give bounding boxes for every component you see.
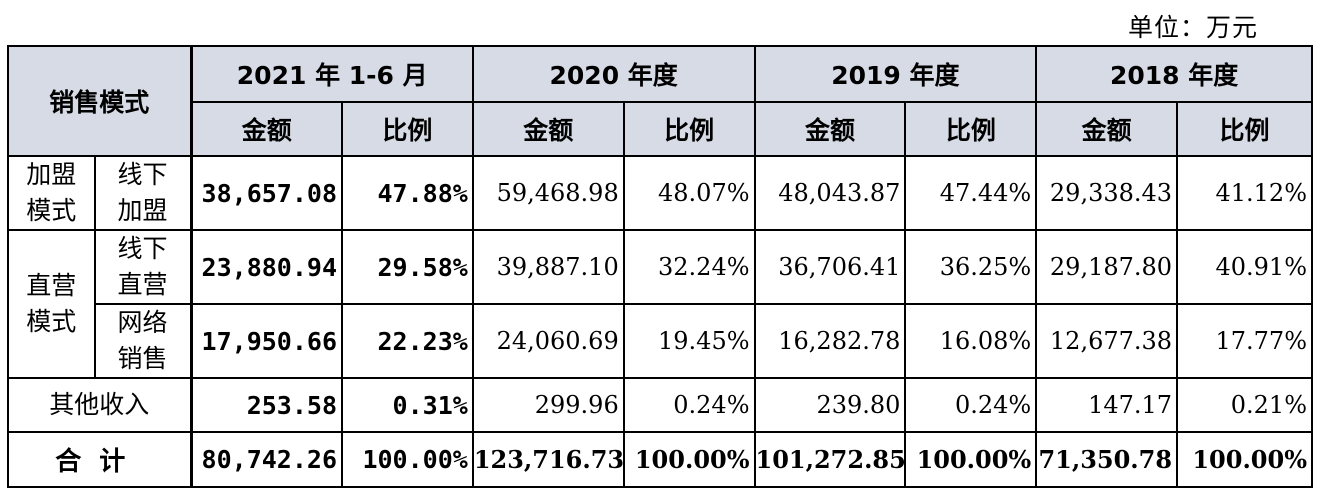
header-period-2019: 2019 年度 (753, 45, 1038, 103)
cell-amount: 123,716.73 (471, 431, 625, 488)
cell-amount: 101,272.85 (753, 431, 907, 488)
table-row-direct-online: 网络销售 17,950.66 22.23% 24,060.69 19.45% 1… (8, 303, 1313, 379)
header-amount: 金额 (189, 101, 344, 157)
cell-amount: 36,706.41 (753, 229, 907, 305)
cell-amount: 29,187.80 (1035, 229, 1179, 305)
header-amount: 金额 (753, 101, 907, 157)
cell-ratio: 0.24% (622, 377, 756, 433)
header-ratio: 比例 (622, 101, 756, 157)
cell-ratio: 100.00% (1176, 431, 1313, 488)
cell-ratio: 32.24% (622, 229, 756, 305)
sub-label-offline-franchise: 线下加盟 (93, 155, 193, 231)
cell-amount: 147.17 (1035, 377, 1179, 433)
cell-amount: 17,950.66 (189, 303, 344, 379)
label-total: 合计 (6, 431, 193, 488)
table-row-direct-offline: 直营模式 线下直营 23,880.94 29.58% 39,887.10 32.… (7, 229, 1313, 379)
cell-ratio: 100.00% (622, 431, 756, 488)
cell-ratio: 0.24% (904, 377, 1038, 433)
table-row-other-income: 其他收入 253.58 0.31% 299.96 0.24% 239.80 0.… (6, 377, 1313, 433)
unit-label: 单位：万元 (1127, 13, 1258, 42)
cell-ratio: 17.77% (1176, 303, 1313, 379)
cell-ratio: 0.21% (1176, 377, 1313, 433)
header-sales-mode: 销售模式 (6, 45, 193, 157)
cell-amount: 59,468.98 (471, 155, 625, 231)
cell-ratio: 100.00% (341, 431, 474, 488)
cell-amount: 12,677.38 (1035, 303, 1179, 379)
cell-ratio: 0.31% (341, 377, 474, 433)
table-row-franchise: 加盟模式 线下加盟 38,657.08 47.88% 59,468.98 48.… (7, 155, 1313, 231)
group-label-franchise: 加盟模式 (7, 155, 96, 231)
cell-ratio: 47.88% (341, 155, 474, 231)
cell-ratio: 47.44% (904, 155, 1038, 231)
cell-ratio: 16.08% (904, 303, 1038, 379)
group-label-direct: 直营模式 (7, 229, 96, 379)
header-amount: 金额 (471, 101, 625, 157)
cell-amount: 38,657.08 (189, 155, 344, 231)
cell-ratio: 19.45% (622, 303, 756, 379)
sales-mode-table: 销售模式 2021 年 1-6 月 2020 年度 2019 年度 2018 年… (6, 45, 1313, 488)
cell-ratio: 40.91% (1176, 229, 1313, 305)
cell-amount: 23,880.94 (189, 229, 344, 305)
header-period-2020: 2020 年度 (471, 45, 756, 103)
cell-amount: 253.58 (189, 377, 344, 433)
cell-ratio: 22.23% (341, 303, 474, 379)
cell-amount: 48,043.87 (753, 155, 907, 231)
sub-label-online-sales: 网络销售 (93, 303, 193, 379)
sub-label-offline-direct: 线下直营 (93, 229, 193, 305)
cell-amount: 39,887.10 (471, 229, 625, 305)
header-ratio: 比例 (341, 101, 474, 157)
cell-amount: 16,282.78 (753, 303, 907, 379)
cell-ratio: 100.00% (904, 431, 1038, 488)
header-ratio: 比例 (904, 101, 1038, 157)
cell-amount: 239.80 (753, 377, 907, 433)
header-amount: 金额 (1035, 101, 1179, 157)
cell-amount: 71,350.78 (1035, 431, 1179, 488)
cell-amount: 80,742.26 (189, 431, 344, 488)
cell-amount: 29,338.43 (1035, 155, 1179, 231)
cell-amount: 299.96 (471, 377, 625, 433)
table-row-total: 合计 80,742.26 100.00% 123,716.73 100.00% … (6, 431, 1313, 488)
label-other-income: 其他收入 (6, 377, 193, 433)
cell-amount: 24,060.69 (471, 303, 625, 379)
header-ratio: 比例 (1176, 101, 1313, 157)
header-period-2021h1: 2021 年 1-6 月 (189, 45, 474, 103)
header-period-2018: 2018 年度 (1035, 45, 1313, 103)
cell-ratio: 41.12% (1176, 155, 1313, 231)
cell-ratio: 48.07% (622, 155, 756, 231)
cell-ratio: 29.58% (341, 229, 474, 305)
header-row-periods: 销售模式 2021 年 1-6 月 2020 年度 2019 年度 2018 年… (6, 45, 1313, 157)
header-row-columns: 金额 比例 金额 比例 金额 比例 金额 比例 (8, 101, 1313, 157)
cell-ratio: 36.25% (904, 229, 1038, 305)
